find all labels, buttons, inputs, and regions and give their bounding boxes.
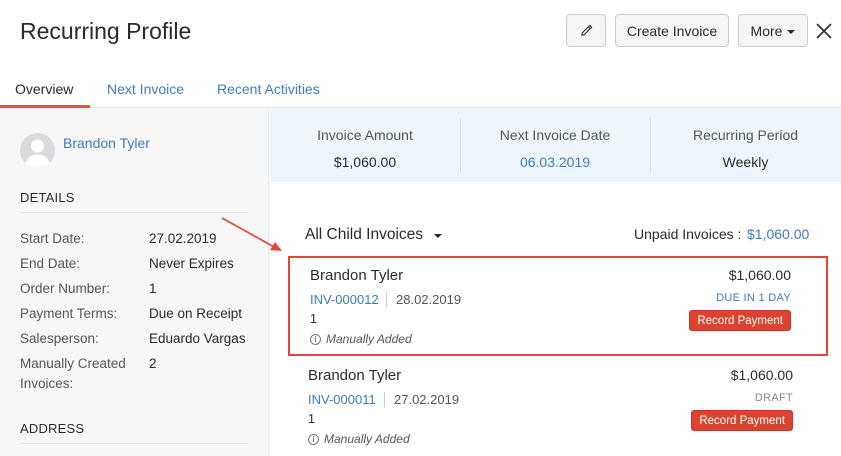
- info-icon: i: [310, 333, 321, 345]
- invoice-amount: $1,060.00: [728, 267, 791, 283]
- details-sidebar: Brandon Tyler DETAILS Start Date: 27.02.…: [0, 108, 269, 456]
- info-icon: i: [308, 433, 319, 445]
- order-number-label: Order Number:: [20, 281, 111, 296]
- invoice-date: 27.02.2019: [394, 392, 460, 407]
- pencil-icon: [580, 24, 592, 36]
- invoice-note-text: Manually Added: [324, 432, 410, 446]
- payment-terms-value: Due on Receipt: [149, 306, 243, 321]
- tab-next-invoice[interactable]: Next Invoice: [107, 81, 185, 97]
- payment-terms-label: Payment Terms:: [20, 306, 118, 321]
- end-date-value: Never Expires: [149, 256, 234, 271]
- address-heading: ADDRESS: [20, 421, 85, 436]
- more-label: More: [750, 22, 783, 39]
- divider: [20, 443, 248, 444]
- manually-created-invoices-value: 2: [149, 356, 157, 371]
- invoice-order-number: 1: [310, 312, 317, 326]
- avatar-icon: [25, 139, 50, 168]
- edit-button[interactable]: [566, 14, 606, 47]
- divider: [384, 392, 385, 407]
- invoice-customer-name: Brandon Tyler: [310, 267, 404, 284]
- invoice-customer-name: Brandon Tyler: [308, 367, 402, 384]
- next-invoice-date-link[interactable]: 06.03.2019: [519, 154, 591, 170]
- active-tab-indicator: [0, 105, 90, 108]
- child-invoices-filter-label: All Child Invoices: [305, 226, 424, 243]
- invoice-amount-label: Invoice Amount: [317, 127, 413, 143]
- page-header: Recurring Profile Create Invoice More: [0, 0, 841, 64]
- close-icon: [816, 23, 832, 39]
- invoice-note: i Manually Added: [310, 332, 412, 346]
- profile-summary: Invoice Amount $1,060.00 Next Invoice Da…: [270, 108, 841, 182]
- avatar: [20, 133, 55, 168]
- child-invoice-row[interactable]: Brandon Tyler INV-000011 27.02.2019 1 i …: [288, 358, 828, 456]
- start-date-label: Start Date:: [20, 231, 85, 246]
- recurring-period-value: Weekly: [722, 154, 769, 170]
- invoice-status-badge: DUE IN 1 DAY: [716, 292, 791, 304]
- child-invoices-filter[interactable]: All Child Invoices: [305, 226, 443, 244]
- invoice-date: 28.02.2019: [396, 292, 462, 307]
- customer-name-link[interactable]: Brandon Tyler: [63, 135, 150, 151]
- next-invoice-date-label: Next Invoice Date: [499, 127, 611, 143]
- divider: [386, 292, 387, 307]
- order-number-value: 1: [149, 281, 157, 296]
- invoice-note-text: Manually Added: [326, 332, 412, 346]
- invoice-number-link[interactable]: INV-000012: [310, 292, 379, 307]
- invoice-order-number: 1: [308, 412, 315, 426]
- summary-divider: [650, 118, 651, 172]
- details-heading: DETAILS: [20, 190, 75, 205]
- unpaid-invoices-label: Unpaid Invoices :: [634, 226, 742, 242]
- tab-overview[interactable]: Overview: [15, 81, 74, 97]
- create-invoice-label: Create Invoice: [626, 22, 718, 39]
- recurring-period-summary: Recurring Period Weekly: [650, 108, 841, 182]
- create-invoice-button[interactable]: Create Invoice: [615, 14, 729, 47]
- end-date-label: End Date:: [20, 256, 81, 271]
- close-button[interactable]: [812, 18, 836, 44]
- tab-recent-activities[interactable]: Recent Activities: [217, 81, 320, 97]
- record-payment-button[interactable]: Record Payment: [691, 410, 793, 431]
- caret-down-icon: [434, 233, 443, 238]
- invoice-amount: $1,060.00: [730, 367, 793, 383]
- invoice-amount-summary: Invoice Amount $1,060.00: [270, 108, 460, 182]
- arrow-annotation: [221, 217, 282, 251]
- tab-bar: Overview Next Invoice Recent Activities: [0, 72, 841, 108]
- recurring-period-label: Recurring Period: [692, 127, 799, 143]
- caret-down-icon: [787, 29, 796, 34]
- invoice-amount-value: $1,060.00: [333, 154, 397, 170]
- page-title: Recurring Profile: [20, 18, 192, 44]
- next-invoice-date-summary: Next Invoice Date 06.03.2019: [460, 108, 650, 182]
- record-payment-button[interactable]: Record Payment: [689, 310, 791, 331]
- child-invoice-row[interactable]: Brandon Tyler INV-000012 28.02.2019 1 i …: [288, 256, 828, 356]
- start-date-value: 27.02.2019: [149, 231, 217, 246]
- more-button[interactable]: More: [738, 14, 808, 47]
- divider: [20, 212, 248, 213]
- summary-divider: [460, 118, 461, 172]
- salesperson-label: Salesperson:: [20, 331, 99, 346]
- invoice-number-link[interactable]: INV-000011: [308, 392, 376, 407]
- salesperson-value: Eduardo Vargas: [149, 331, 246, 346]
- manually-created-invoices-label: Manually Created Invoices:: [20, 356, 126, 391]
- unpaid-invoices-value[interactable]: $1,060.00: [747, 226, 810, 242]
- invoice-note: i Manually Added: [308, 432, 410, 446]
- invoice-status-badge: DRAFT: [754, 392, 793, 404]
